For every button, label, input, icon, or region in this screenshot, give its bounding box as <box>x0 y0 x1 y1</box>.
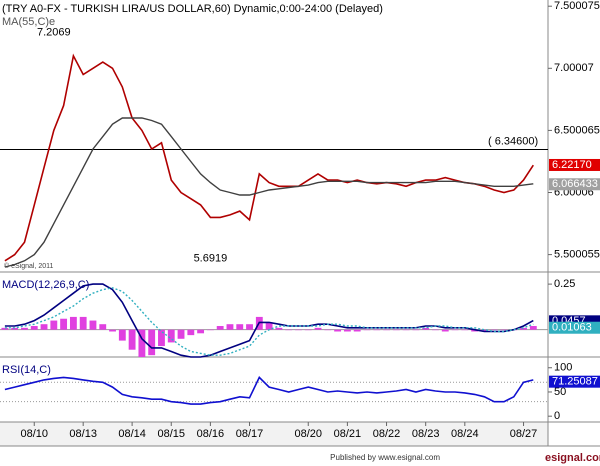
value-box-label: 0.01063 <box>552 322 592 334</box>
histogram-bar <box>197 329 205 334</box>
high-label: 7.2069 <box>37 27 71 39</box>
x-tick-label: 08/14 <box>118 428 146 440</box>
x-tick-label: 08/24 <box>451 428 479 440</box>
histogram-bar <box>353 329 361 332</box>
histogram-bar <box>422 327 430 330</box>
x-tick-label: 08/13 <box>69 428 97 440</box>
level-label: ( 6.34600) <box>488 135 538 147</box>
y-tick-label: 100 <box>554 362 572 374</box>
histogram-bar <box>158 329 165 347</box>
histogram-bar <box>490 329 498 331</box>
histogram-bar <box>520 327 527 330</box>
ma-label: MA(55,C)e <box>2 16 55 28</box>
x-tick-label: 08/23 <box>412 428 440 440</box>
histogram-bar <box>109 329 116 332</box>
histogram-bar <box>187 329 195 336</box>
histogram-bar <box>471 329 479 332</box>
x-tick-label: 08/27 <box>510 428 538 440</box>
footer-published: Published by www.esignal.com <box>330 453 440 462</box>
histogram-bar <box>177 329 185 339</box>
histogram-bar <box>79 316 87 330</box>
histogram-bar <box>50 320 58 330</box>
x-tick-label: 08/20 <box>294 428 322 440</box>
histogram-bar <box>216 326 224 330</box>
histogram-bar <box>441 329 449 332</box>
x-tick-label: 08/22 <box>373 428 401 440</box>
x-tick-label: 08/10 <box>20 428 48 440</box>
histogram-bar <box>118 329 126 341</box>
value-box-label: 6.22170 <box>552 159 592 171</box>
histogram-bar <box>138 329 146 357</box>
value-box-label: 6.066433 <box>552 178 598 190</box>
histogram-bar <box>314 327 322 330</box>
y-tick-label: 0 <box>554 410 560 422</box>
footer-logo: esignal.com <box>545 452 600 464</box>
histogram-bar <box>99 324 107 330</box>
histogram-bar <box>69 316 77 330</box>
histogram-bar <box>480 329 488 332</box>
histogram-bar <box>412 329 420 331</box>
rsi-title: RSI(14,C) <box>2 364 51 376</box>
x-tick-label: 08/16 <box>197 428 225 440</box>
value-box <box>549 158 600 171</box>
value-box <box>549 321 600 334</box>
macd-title: MACD(12,26,9,C) <box>2 279 89 291</box>
x-tick-label: 08/17 <box>236 428 264 440</box>
histogram-bar <box>89 320 97 330</box>
y-tick-label: 6.500065 <box>554 124 600 136</box>
histogram-bar <box>30 326 38 330</box>
histogram-bar <box>402 329 410 331</box>
x-axis-band <box>0 422 548 446</box>
histogram-bar <box>236 324 244 330</box>
histogram-bar <box>60 318 68 330</box>
histogram-bar <box>246 324 253 330</box>
histogram-bar <box>432 329 439 331</box>
histogram-bar <box>1 327 9 330</box>
histogram-bar <box>383 329 390 331</box>
series-line <box>4 117 534 268</box>
histogram-bar <box>148 329 156 356</box>
series-line <box>4 53 534 262</box>
histogram-bar <box>265 322 273 330</box>
histogram-bar <box>324 329 332 331</box>
histogram-bar <box>285 329 293 331</box>
y-tick-label: 5.500055 <box>554 249 600 261</box>
histogram-bar <box>529 326 537 330</box>
histogram-bar <box>373 329 381 331</box>
y-tick-label: 0.25 <box>554 278 575 290</box>
histogram-bar <box>461 329 469 331</box>
histogram-bar <box>451 329 459 331</box>
y-tick-label: 50 <box>554 386 566 398</box>
x-tick-label: 08/21 <box>334 428 362 440</box>
histogram-bar <box>304 329 312 331</box>
histogram-bar <box>128 329 136 350</box>
histogram-bar <box>334 329 342 332</box>
y-tick-label: 7.500075 <box>554 0 600 12</box>
x-tick-label: 08/15 <box>157 428 185 440</box>
histogram-bar <box>363 329 371 331</box>
value-box <box>549 178 600 191</box>
histogram-bar <box>21 327 28 330</box>
footer-band <box>0 448 600 466</box>
histogram-bar <box>206 329 214 331</box>
histogram-bar <box>167 329 175 343</box>
histogram-bar <box>11 327 19 330</box>
series-line <box>4 287 534 356</box>
histogram-bar <box>500 329 508 331</box>
chart-title: (TRY A0-FX - TURKISH LIRA/US DOLLAR,60) … <box>2 3 383 15</box>
histogram-bar <box>295 329 302 331</box>
series-line <box>4 376 534 405</box>
histogram-bar <box>343 329 351 332</box>
credit: © eSignal, 2011 <box>4 262 54 270</box>
histogram-bar <box>40 324 48 330</box>
histogram-bar <box>226 324 234 330</box>
y-tick-label: 7.00007 <box>554 62 594 74</box>
low-label: 5.6919 <box>194 253 228 265</box>
value-box-label: 71.25087 <box>552 376 598 388</box>
value-box <box>549 375 600 388</box>
series-line <box>4 283 534 358</box>
histogram-bar <box>392 329 400 331</box>
histogram-bar <box>275 327 283 330</box>
